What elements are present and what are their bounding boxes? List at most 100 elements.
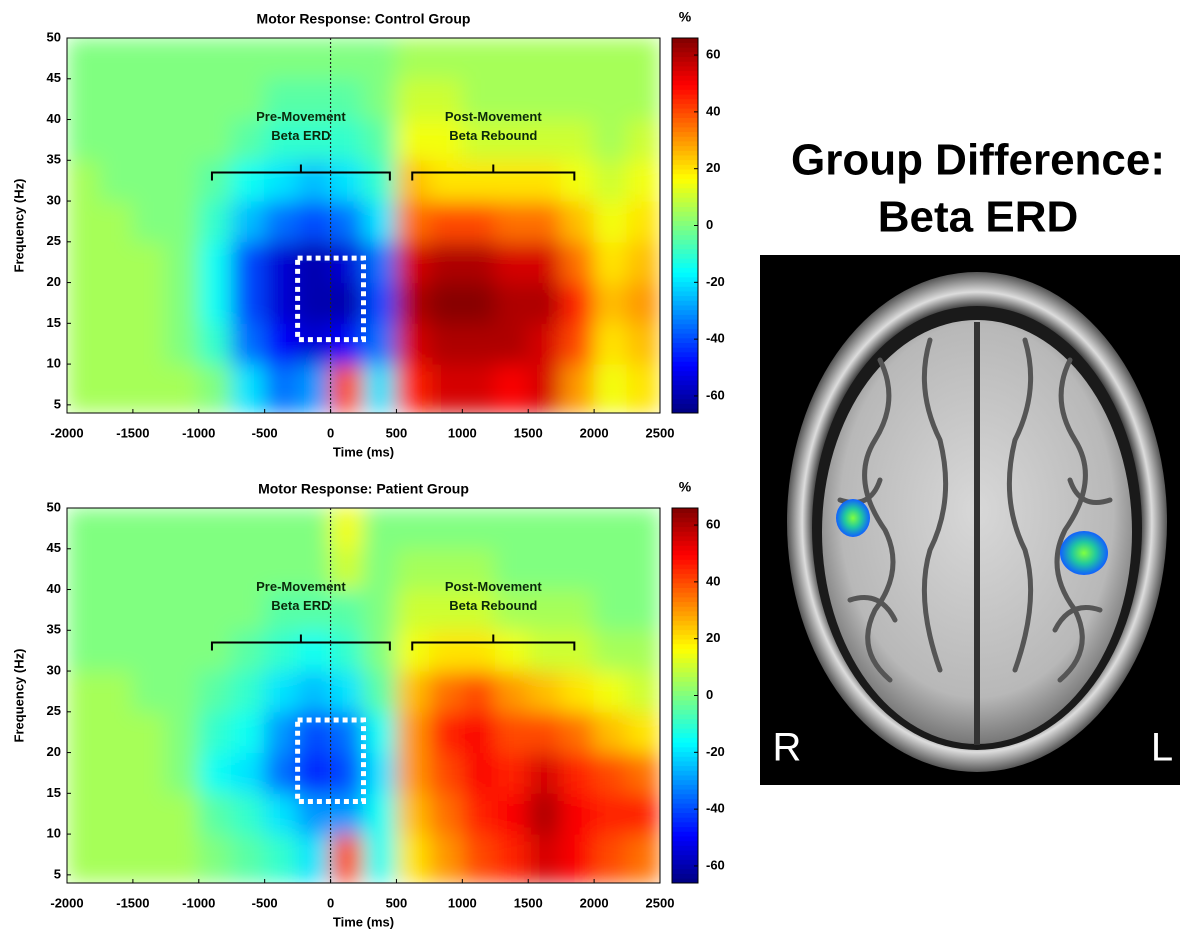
colorbar-segment bbox=[672, 71, 698, 76]
heatmap-cell bbox=[67, 508, 101, 550]
heatmap-cell bbox=[594, 364, 628, 414]
heatmap-cell bbox=[561, 671, 595, 713]
heatmap-cell bbox=[165, 834, 199, 884]
heatmap-cell bbox=[594, 323, 628, 365]
heatmap-cell bbox=[132, 589, 166, 631]
colorbar-segment bbox=[672, 42, 698, 47]
annotation: Beta Rebound bbox=[449, 128, 537, 143]
heatmap-cell bbox=[627, 589, 661, 631]
heatmap-cell bbox=[67, 711, 101, 753]
heatmap-cell bbox=[594, 160, 628, 202]
y-tick-label: 25 bbox=[47, 703, 61, 718]
colorbar-segment bbox=[672, 630, 698, 635]
heatmap bbox=[67, 508, 661, 884]
heatmap-cell bbox=[462, 160, 496, 202]
colorbar-segment bbox=[672, 700, 698, 705]
y-tick-label: 25 bbox=[47, 233, 61, 248]
heatmap-cell bbox=[561, 201, 595, 243]
heatmap-cell bbox=[429, 241, 463, 283]
heatmap-cell bbox=[330, 589, 364, 631]
heatmap-cell bbox=[363, 38, 397, 80]
heatmap-cell bbox=[363, 201, 397, 243]
heatmap-cell bbox=[396, 282, 430, 324]
x-tick-label: -1500 bbox=[116, 425, 149, 440]
heatmap-cell bbox=[67, 282, 101, 324]
heatmap-cell bbox=[363, 752, 397, 794]
heatmap-cell bbox=[627, 364, 661, 414]
colorbar-segment bbox=[672, 761, 698, 766]
heatmap-cell bbox=[67, 834, 101, 884]
heatmap-cell bbox=[132, 793, 166, 835]
colorbar-segment bbox=[672, 267, 698, 272]
heatmap-cell bbox=[67, 589, 101, 631]
colorbar-segment bbox=[672, 803, 698, 808]
colorbar-segment bbox=[672, 559, 698, 564]
side-label: R bbox=[773, 726, 802, 770]
heatmap-cell bbox=[462, 241, 496, 283]
colorbar-segment bbox=[672, 719, 698, 724]
heatmap-cell bbox=[165, 282, 199, 324]
heatmap-cell bbox=[165, 78, 199, 120]
heatmap-cell bbox=[627, 38, 661, 80]
heatmap-cell bbox=[495, 282, 529, 324]
colorbar-segment bbox=[672, 66, 698, 71]
colorbar-segment bbox=[672, 775, 698, 780]
heatmap-cell bbox=[99, 508, 133, 550]
colorbar-segment bbox=[672, 766, 698, 771]
heatmap-cell bbox=[528, 752, 562, 794]
colorbar-segment bbox=[672, 375, 698, 380]
colorbar-segment bbox=[672, 850, 698, 855]
heatmap-cell bbox=[198, 508, 232, 550]
heatmap-cell bbox=[132, 323, 166, 365]
heatmap-cell bbox=[462, 201, 496, 243]
heatmap-cell bbox=[363, 78, 397, 120]
heatmap-cell bbox=[561, 282, 595, 324]
heatmap-cell bbox=[330, 630, 364, 672]
heatmap-cell bbox=[462, 793, 496, 835]
heatmap-cell bbox=[231, 589, 265, 631]
heatmap-cell bbox=[132, 364, 166, 414]
heatmap-cell bbox=[594, 201, 628, 243]
heatmap-cell bbox=[627, 160, 661, 202]
heatmap-cell bbox=[495, 241, 529, 283]
colorbar-segment bbox=[672, 188, 698, 193]
heatmap-cell bbox=[132, 548, 166, 590]
y-tick-label: 10 bbox=[47, 826, 61, 841]
y-tick-label: 40 bbox=[47, 111, 61, 126]
annotation: Beta Rebound bbox=[449, 598, 537, 613]
panel-title: Group Difference: bbox=[791, 136, 1165, 185]
heatmap-cell bbox=[396, 323, 430, 365]
heatmap-cell bbox=[429, 508, 463, 550]
heatmap-cell bbox=[495, 508, 529, 550]
colorbar-segment bbox=[672, 742, 698, 747]
heatmap-cell bbox=[165, 793, 199, 835]
colorbar-segment bbox=[672, 61, 698, 66]
colorbar-tick-label: 60 bbox=[706, 516, 720, 531]
colorbar-segment bbox=[672, 756, 698, 761]
heatmap-cell bbox=[561, 711, 595, 753]
heatmap-cell bbox=[528, 38, 562, 80]
heatmap-cell bbox=[627, 508, 661, 550]
heatmap-cell bbox=[297, 241, 331, 283]
heatmap-cell bbox=[297, 160, 331, 202]
heatmap-cell bbox=[627, 282, 661, 324]
heatmap-cell bbox=[99, 241, 133, 283]
colorbar-segment bbox=[672, 798, 698, 803]
heatmap-cell bbox=[396, 364, 430, 414]
heatmap-cell bbox=[495, 201, 529, 243]
heatmap-cell bbox=[528, 671, 562, 713]
colorbar-tick-label: -40 bbox=[706, 331, 725, 346]
colorbar-segment bbox=[672, 146, 698, 151]
y-tick-label: 15 bbox=[47, 315, 61, 330]
chart-title: Motor Response: Patient Group bbox=[258, 481, 469, 497]
colorbar-segment bbox=[672, 56, 698, 61]
heatmap-cell bbox=[132, 671, 166, 713]
y-tick-label: 45 bbox=[47, 70, 61, 85]
y-axis-label: Frequency (Hz) bbox=[11, 649, 26, 743]
colorbar-segment bbox=[672, 536, 698, 541]
heatmap-cell bbox=[363, 241, 397, 283]
heatmap-cell bbox=[627, 548, 661, 590]
heatmap-cell bbox=[396, 201, 430, 243]
heatmap-cell bbox=[231, 752, 265, 794]
colorbar-segment bbox=[672, 639, 698, 644]
